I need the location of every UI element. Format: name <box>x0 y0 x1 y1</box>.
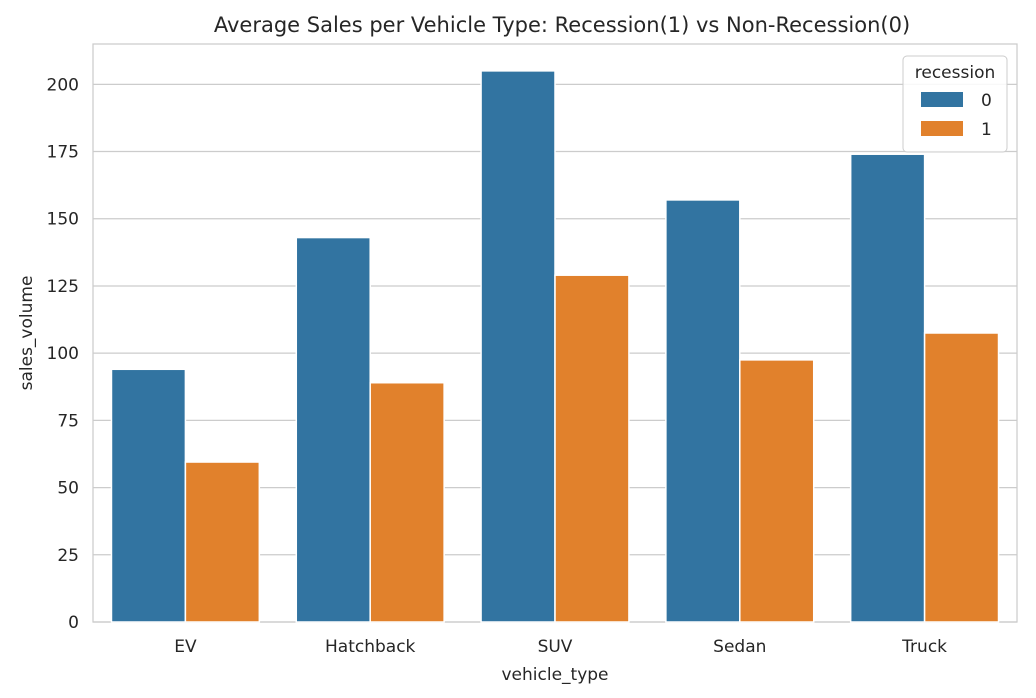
y-tick-label: 0 <box>68 613 79 633</box>
y-tick-label: 200 <box>47 75 79 95</box>
y-tick-label: 75 <box>57 411 79 431</box>
legend-swatch <box>921 92 963 107</box>
y-tick-label: 150 <box>47 210 79 230</box>
y-tick-label: 50 <box>57 479 79 499</box>
bar-truck-recession-0 <box>849 153 926 623</box>
bar-sedan-recession-0 <box>665 199 741 623</box>
x-tick-label: Truck <box>901 637 947 657</box>
chart-title: Average Sales per Vehicle Type: Recessio… <box>214 13 910 37</box>
x-tick-label: Sedan <box>713 637 766 657</box>
legend-label: 1 <box>981 120 992 140</box>
legend-label: 0 <box>981 91 992 111</box>
x-tick-label: SUV <box>538 637 573 657</box>
y-tick-labels: 0 25 50 75 100 125 150 175 200 <box>47 75 79 633</box>
bar-sedan-recession-1 <box>739 359 815 623</box>
legend: recession 01 <box>902 55 1008 153</box>
bar-hatchback-recession-1 <box>369 381 445 623</box>
x-tick-label: Hatchback <box>325 637 416 657</box>
y-tick-label: 100 <box>47 344 79 364</box>
bar-hatchback-recession-0 <box>295 236 371 623</box>
bar-suv-recession-1 <box>554 274 630 623</box>
legend-swatch <box>921 121 963 136</box>
y-tick-label: 175 <box>47 143 79 163</box>
legend-items: 01 <box>921 91 992 140</box>
x-tick-labels: EV Hatchback SUV Sedan Truck <box>174 637 947 657</box>
x-tick-label: EV <box>174 637 197 657</box>
bar-ev-recession-0 <box>110 368 187 623</box>
y-axis-label: sales_volume <box>17 276 37 391</box>
y-tick-label: 125 <box>47 277 79 297</box>
bars <box>110 70 1000 623</box>
bar-truck-recession-1 <box>923 332 1000 623</box>
bar-suv-recession-0 <box>480 70 556 623</box>
x-axis-label: vehicle_type <box>501 665 608 685</box>
y-tick-label: 25 <box>57 546 79 566</box>
bar-ev-recession-1 <box>184 461 261 623</box>
legend-title: recession <box>915 63 996 83</box>
